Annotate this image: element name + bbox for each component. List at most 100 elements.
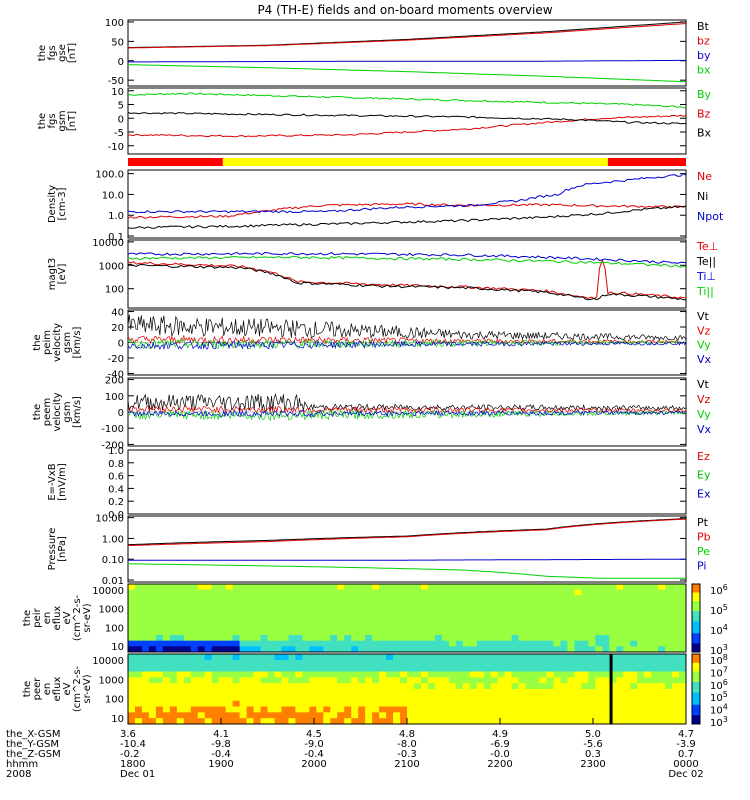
heatmap-cell: [602, 612, 610, 619]
heatmap-cell: [427, 589, 436, 596]
heatmap-cell: [448, 718, 457, 725]
heatmap-cell: [532, 700, 541, 707]
heatmap-cell: [532, 629, 541, 636]
heatmap-cell: [295, 665, 303, 672]
heatmap-cell: [295, 700, 303, 707]
series-line-Vz: [127, 405, 687, 414]
heatmap-cell: [323, 712, 331, 719]
colorbar-cell: [692, 683, 700, 686]
heatmap-cell: [169, 706, 178, 713]
heatmap-cell: [274, 635, 282, 642]
heatmap-cell: [595, 601, 603, 608]
heatmap-cell: [400, 623, 408, 630]
heatmap-cell: [539, 706, 547, 713]
heatmap-cell: [267, 606, 275, 613]
heatmap-cell: [448, 689, 457, 696]
heatmap-cell: [183, 618, 192, 625]
heatmap-cell: [358, 671, 366, 678]
heatmap-cell: [532, 683, 541, 690]
heatmap-cell: [302, 654, 310, 661]
heatmap-cell: [358, 706, 366, 713]
heatmap-cell: [420, 718, 429, 725]
heatmap-cell: [128, 654, 136, 661]
heatmap-cell: [183, 706, 192, 713]
heatmap-cell: [267, 665, 275, 672]
heatmap-cell: [365, 595, 373, 602]
heatmap-cell: [560, 640, 568, 647]
heatmap-cell: [358, 718, 366, 725]
heatmap-cell: [288, 694, 296, 702]
heatmap-cell: [518, 606, 527, 613]
heatmap-cell: [441, 640, 450, 647]
legend-item: Pe: [697, 545, 710, 558]
heatmap-cell: [434, 677, 443, 684]
heatmap-cell: [616, 612, 624, 619]
heatmap-cell: [225, 646, 234, 653]
heatmap-cell: [616, 635, 624, 642]
heatmap-cell: [672, 601, 680, 608]
heatmap-cell: [358, 584, 366, 591]
colorbar-cell: [692, 703, 700, 706]
y-axis-label-line: [km/s]: [72, 326, 83, 358]
colorbar-cell: [692, 643, 700, 646]
heatmap-cell: [434, 640, 443, 647]
heatmap-cell: [427, 595, 436, 602]
heatmap-cell: [644, 689, 652, 696]
heatmap-cell: [455, 659, 464, 667]
heatmap-cell: [351, 712, 359, 719]
heatmap-cell: [560, 646, 568, 653]
heatmap-cell: [400, 635, 408, 642]
y-axis-label-line: the: [32, 334, 43, 350]
heatmap-cell: [218, 654, 227, 661]
heatmap-cell: [672, 671, 680, 678]
mode-bar-segment: [222, 158, 608, 166]
x-tick-label: -9.8: [211, 739, 231, 750]
heatmap-cell: [476, 606, 485, 613]
heatmap-cell: [190, 677, 199, 684]
heatmap-cell: [260, 677, 268, 684]
heatmap-cell: [386, 689, 394, 696]
heatmap-cell: [309, 689, 317, 696]
colorbar-frame: [691, 653, 701, 725]
heatmap-cell: [525, 683, 534, 690]
heatmap-cell: [574, 606, 582, 613]
heatmap-cell: [400, 712, 408, 719]
heatmap-cell: [511, 683, 520, 690]
colorbar-tick-label: 106: [710, 678, 728, 692]
heatmap-cell: [274, 671, 282, 678]
heatmap-cell: [637, 712, 645, 719]
heatmap-cell: [630, 683, 638, 690]
heatmap-cell: [246, 623, 255, 630]
heatmap-cell: [672, 589, 680, 596]
heatmap-cell: [658, 671, 666, 678]
heatmap-cell: [128, 700, 136, 707]
heatmap-cell: [267, 683, 275, 690]
heatmap-cell: [204, 718, 213, 725]
heatmap-cell: [295, 618, 303, 625]
heatmap-cell: [651, 665, 659, 672]
heatmap-cell: [365, 718, 373, 725]
heatmap-cell: [225, 589, 234, 596]
heatmap-cell: [372, 665, 380, 672]
heatmap-cell: [413, 712, 422, 719]
heatmap-cell: [295, 659, 303, 667]
heatmap-cell: [483, 623, 492, 630]
heatmap-cell: [128, 694, 136, 702]
heatmap-cell: [337, 623, 345, 630]
heatmap-cell: [267, 640, 275, 647]
heatmap-cell: [169, 671, 178, 678]
heatmap-cell: [476, 654, 485, 661]
heatmap-cell: [148, 618, 157, 625]
heatmap-cell: [420, 640, 429, 647]
heatmap-cell: [379, 689, 387, 696]
heatmap-cell: [420, 618, 429, 625]
heatmap-cell: [469, 718, 478, 725]
heatmap-cell: [595, 623, 603, 630]
heatmap-cell: [490, 718, 499, 725]
y-axis-label-line: the: [32, 404, 43, 420]
heatmap-cell: [239, 677, 248, 684]
heatmap-cell: [330, 659, 338, 667]
heatmap-cell: [637, 595, 645, 602]
